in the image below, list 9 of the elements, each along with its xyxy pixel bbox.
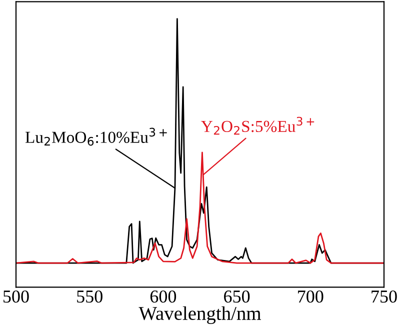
annotation: Y$_{2}$O$_{2}$S:5%Eu$^{3+}$ — [201, 116, 314, 135]
x-tick-label: 650 — [224, 290, 250, 303]
x-tick-label: 700 — [298, 290, 324, 303]
x-tick-label: 500 — [4, 290, 29, 303]
annotation: Lu$_{2}$MoO$_{6}$:10%Eu$^{3+}$ — [25, 128, 167, 146]
x-tick-label: 550 — [77, 290, 102, 303]
x-tick-label: 750 — [372, 290, 397, 303]
x-tick-label: 600 — [150, 290, 176, 303]
x-axis-title: Wavelength/nm — [138, 306, 262, 324]
